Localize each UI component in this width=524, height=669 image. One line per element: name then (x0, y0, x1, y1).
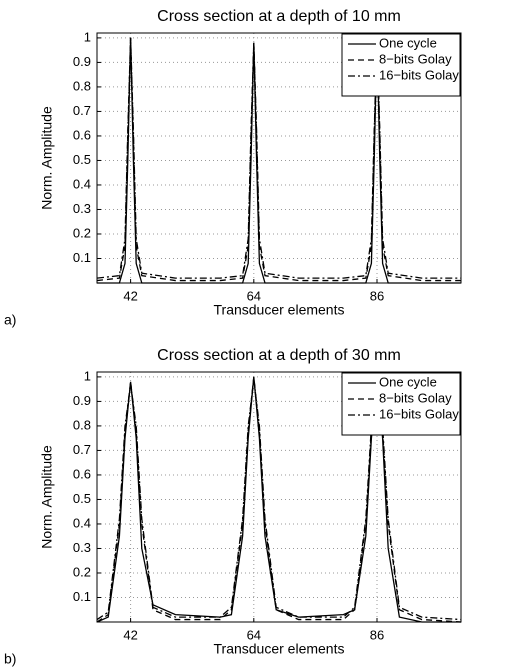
legend-label: 8−bits Golay (379, 51, 452, 66)
y-tick-label: 0.5 (73, 152, 91, 167)
y-tick-label: 0.2 (73, 225, 91, 240)
x-tick-label: 64 (247, 627, 261, 642)
y-tick-label: 0.8 (73, 78, 91, 93)
y-tick-label: 0.3 (73, 201, 91, 216)
data-line (96, 37, 461, 279)
legend-label: 16−bits Golay (379, 406, 459, 421)
y-tick-label: 0.9 (73, 54, 91, 69)
chart-title: Cross section at a depth of 30 mm (157, 347, 401, 364)
x-tick-label: 86 (370, 288, 384, 303)
y-tick-label: 0.7 (73, 442, 91, 457)
y-tick-label: 0.3 (73, 540, 91, 555)
y-tick-label: 0.4 (73, 515, 91, 530)
data-line (96, 376, 462, 623)
y-tick-label: 1 (84, 29, 91, 44)
y-tick-label: 0.7 (73, 103, 91, 118)
y-tick-label: 0.1 (73, 589, 91, 604)
x-tick-label: 86 (370, 627, 384, 642)
legend-label: One cycle (379, 35, 437, 50)
y-tick-label: 0.4 (73, 176, 91, 191)
x-tick-label: 42 (123, 288, 137, 303)
panel-label: a) (4, 312, 16, 328)
y-tick-label: 0.2 (73, 564, 91, 579)
legend-label: 8−bits Golay (379, 390, 452, 405)
panel-label: b) (4, 651, 16, 667)
legend-label: One cycle (379, 374, 437, 389)
plot-frame (96, 371, 462, 623)
y-tick-label: 0.6 (73, 466, 91, 481)
plot-frame (96, 32, 462, 284)
chart-title: Cross section at a depth of 10 mm (157, 8, 401, 25)
y-tick-label: 0.5 (73, 491, 91, 506)
x-tick-label: 42 (123, 627, 137, 642)
x-axis-label: Transducer elements (214, 641, 345, 657)
y-axis-label: Norm. Amplitude (39, 445, 55, 549)
x-tick-label: 64 (247, 288, 261, 303)
y-tick-label: 0.9 (73, 393, 91, 408)
legend-label: 16−bits Golay (379, 67, 459, 82)
y-tick-label: 0.8 (73, 417, 91, 432)
y-tick-label: 0.1 (73, 250, 91, 265)
y-axis-label: Norm. Amplitude (39, 106, 55, 210)
x-axis-label: Transducer elements (214, 302, 345, 318)
y-tick-label: 1 (84, 368, 91, 383)
y-tick-label: 0.6 (73, 127, 91, 142)
